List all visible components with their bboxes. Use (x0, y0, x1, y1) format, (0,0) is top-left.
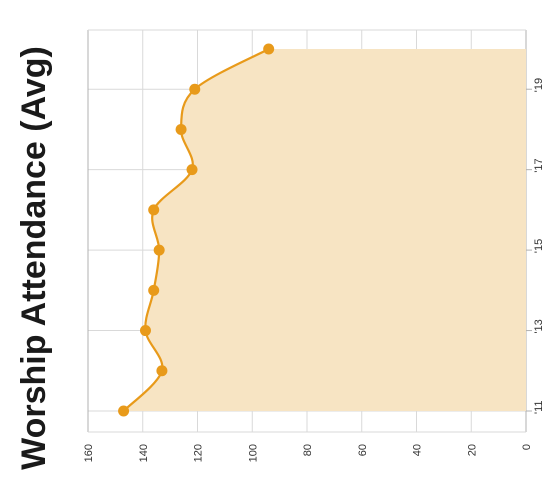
value-tick-label: 20 (466, 444, 478, 456)
data-point (118, 405, 130, 417)
value-tick-label: 40 (412, 444, 424, 456)
area-fill (123, 49, 527, 411)
category-tick-label: '15 (533, 239, 545, 253)
plot-area: 0 20 40 60 80 100 120 140 160 '11 '13 '15 '17 '19 (83, 29, 545, 462)
data-point (139, 325, 151, 337)
data-point (263, 43, 275, 55)
value-tick-label: 140 (138, 444, 150, 462)
category-tick-label: '19 (533, 78, 545, 92)
data-point (186, 164, 198, 176)
data-point (148, 204, 160, 216)
series-line (122, 48, 270, 412)
value-tick-label: 0 (521, 444, 533, 450)
category-tick-label: '17 (533, 158, 545, 172)
data-point (156, 365, 168, 377)
value-tick-label: 100 (247, 444, 259, 462)
value-tick-label: 160 (83, 444, 95, 462)
data-point (153, 244, 165, 256)
data-point (175, 123, 187, 135)
chart-title: Worship Attendance (Avg) (15, 46, 53, 470)
value-tick-label: 120 (193, 444, 205, 462)
data-point (189, 83, 201, 95)
category-tick-label: '13 (533, 319, 545, 333)
value-tick-label: 60 (357, 444, 369, 456)
value-tick-label: 80 (302, 444, 314, 456)
category-tick-label: '11 (533, 400, 545, 414)
data-point (148, 284, 160, 296)
